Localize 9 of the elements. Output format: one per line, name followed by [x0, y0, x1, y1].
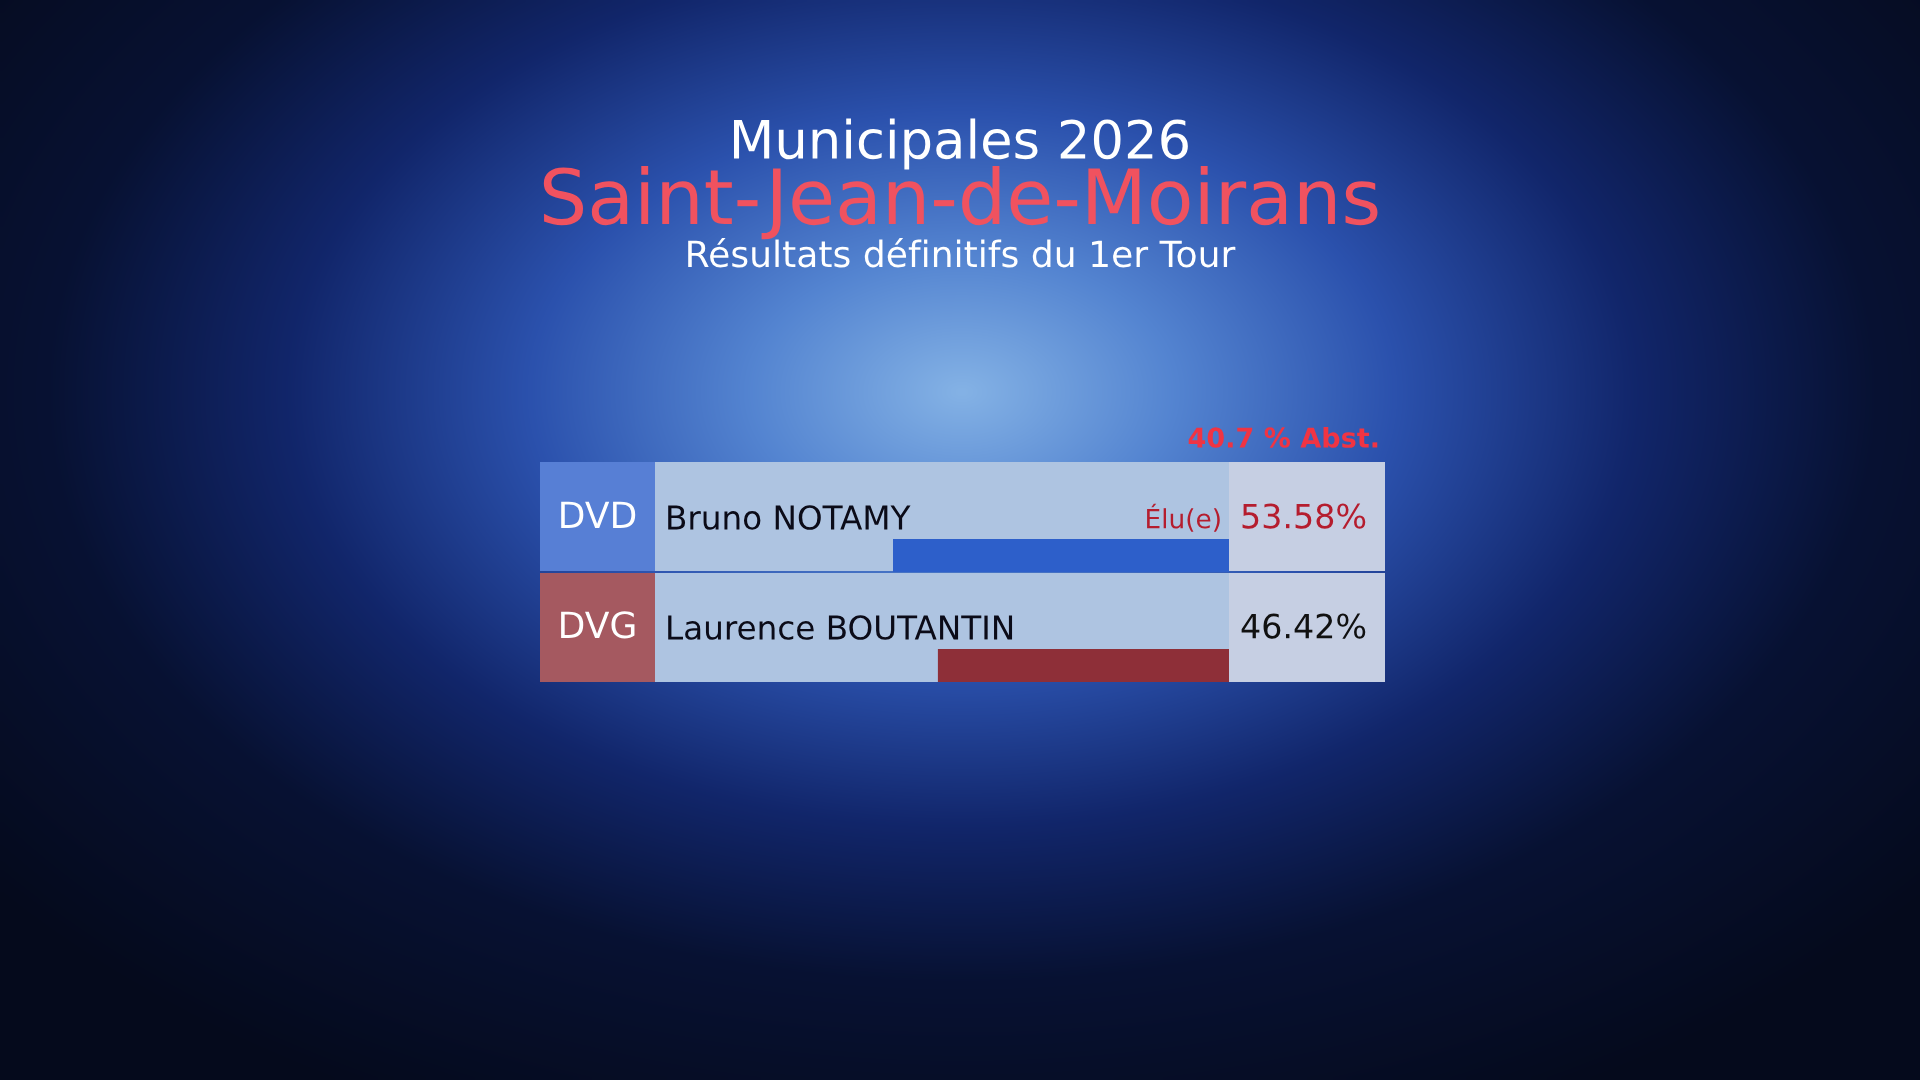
text: 40.7 % Abst.: [1188, 426, 1378, 448]
data-label: 53.58%: [1242, 503, 1366, 529]
y2-tick-label: DVG: [561, 611, 635, 639]
y-tick-label: Bruno NOTAMY: [668, 505, 911, 530]
data-label: 46.42%: [1241, 613, 1366, 639]
y-tick-label: Laurence BOUTANTIN: [668, 615, 1013, 640]
annotation: Élu(e): [1147, 503, 1220, 532]
y2-tick-label: DVD: [561, 501, 636, 528]
text: Résultats définitifs du 1er Tour: [688, 238, 1236, 268]
